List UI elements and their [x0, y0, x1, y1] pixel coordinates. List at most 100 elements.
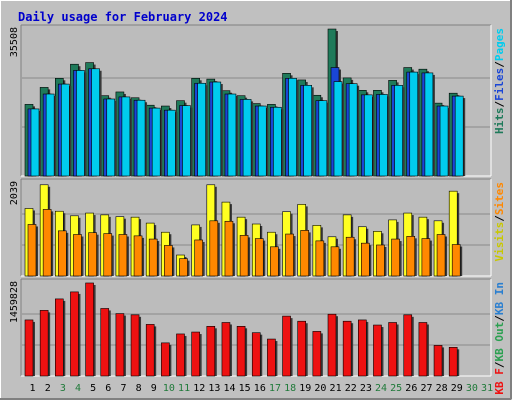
bar-kb-f-day-17: [267, 338, 276, 377]
x-tick-day-5: 5: [90, 383, 96, 394]
bar-pages-day-22: [348, 83, 358, 177]
x-tick-day-20: 20: [314, 383, 326, 394]
x-tick-day-16: 16: [254, 383, 266, 394]
bar-pages-day-10: [167, 109, 176, 177]
bar-pages-day-1: [30, 108, 40, 177]
legend-hits: Hits/Files/Pages: [493, 28, 506, 134]
legend-kb-f: KB F/KB Out/KB In: [493, 282, 506, 395]
x-tick-day-11: 11: [178, 383, 190, 394]
bar-sites-day-15: [239, 235, 249, 277]
x-tick-day-12: 12: [193, 383, 205, 394]
x-tick-day-23: 23: [360, 383, 372, 394]
bar-kb-f-day-25: [388, 322, 397, 377]
x-tick-day-7: 7: [120, 383, 126, 394]
legend-item-hits-3: /: [493, 61, 506, 68]
x-tick-day-17: 17: [269, 383, 281, 394]
bar-pages-day-12: [197, 82, 206, 177]
bar-kb-f-day-9: [145, 324, 155, 377]
bar-sites-day-21: [330, 246, 340, 277]
bars: [24, 28, 466, 377]
bar-sites-day-5: [88, 232, 97, 277]
bar-sites-day-22: [345, 236, 355, 277]
bar-sites-day-20: [315, 240, 325, 277]
x-tick-day-3: 3: [60, 383, 66, 394]
x-tick-day-15: 15: [239, 383, 251, 394]
bar-pages-day-17: [273, 106, 282, 177]
bar-sites-day-16: [254, 238, 264, 277]
legend-item-hits-1: /: [493, 101, 506, 108]
bar-pages-day-26: [409, 71, 419, 177]
x-tick-day-2: 2: [45, 383, 51, 394]
legend-item-kb-f-2: KB Out: [493, 322, 506, 362]
x-tick-day-13: 13: [208, 383, 220, 394]
bar-kb-f-day-3: [54, 298, 64, 377]
x-tick-day-30: 30: [466, 383, 478, 394]
bar-sites-day-2: [42, 209, 52, 277]
bar-kb-f-day-24: [373, 324, 382, 377]
legend-item-visits-2: Sites: [493, 182, 506, 215]
bar-kb-f-day-29: [448, 347, 458, 377]
bar-sites-day-17: [270, 246, 279, 277]
x-tick-day-9: 9: [151, 383, 157, 394]
bar-sites-day-11: [179, 258, 188, 277]
bar-sites-day-3: [57, 230, 67, 277]
bar-pages-day-4: [76, 70, 85, 177]
x-tick-day-24: 24: [375, 383, 387, 394]
bar-sites-day-10: [164, 245, 173, 277]
axis-labels: 35508Hits/Files/Pages2039Visits/Sites145…: [9, 27, 506, 395]
legend-item-kb-f-4: KB In: [493, 282, 506, 315]
bar-pages-day-18: [288, 77, 297, 177]
bar-pages-day-9: [151, 107, 161, 177]
bar-kb-f-day-19: [297, 320, 307, 377]
x-tick-day-14: 14: [224, 383, 236, 394]
bar-pages-day-5: [91, 68, 100, 177]
bar-pages-day-16: [257, 105, 267, 177]
bar-sites-day-29: [451, 244, 461, 277]
y-max-label-visits: 2039: [9, 181, 20, 205]
bar-sites-day-4: [73, 234, 82, 277]
bar-pages-day-21: [333, 81, 343, 177]
bar-kb-f-day-16: [251, 332, 261, 377]
bar-sites-day-12: [194, 239, 203, 277]
x-tick-day-31: 31: [481, 383, 493, 394]
bar-pages-day-19: [303, 85, 313, 177]
bar-pages-day-11: [182, 105, 191, 177]
x-tick-day-4: 4: [75, 383, 81, 394]
x-tick-day-19: 19: [299, 383, 311, 394]
bar-kb-f-day-6: [100, 308, 110, 377]
bar-sites-day-14: [224, 220, 234, 277]
bar-pages-day-6: [106, 98, 116, 177]
bar-pages-day-29: [454, 95, 464, 177]
legend-visits: Visits/Sites: [493, 182, 506, 262]
legend-item-hits-0: Hits: [493, 108, 506, 135]
bar-kb-f-day-7: [115, 313, 125, 377]
bar-sites-day-28: [436, 234, 446, 277]
bar-pages-day-27: [424, 72, 434, 177]
bar-kb-f-day-4: [70, 291, 79, 377]
legend-item-kb-f-3: /: [493, 315, 506, 322]
x-tick-day-29: 29: [451, 383, 463, 394]
y-max-label-hits: 35508: [9, 27, 20, 57]
y-max-label-kb-f: 1459828: [9, 281, 20, 323]
legend-item-visits-1: /: [493, 215, 506, 222]
bar-kb-f-day-18: [282, 315, 291, 377]
x-tick-day-21: 21: [330, 383, 342, 394]
bar-sites-day-23: [360, 242, 370, 277]
bar-sites-day-19: [300, 230, 310, 277]
x-tick-day-28: 28: [436, 383, 448, 394]
bar-pages-day-8: [136, 99, 146, 177]
bar-pages-day-23: [363, 94, 373, 177]
x-tick-day-26: 26: [405, 383, 417, 394]
legend-item-hits-2: Files: [493, 68, 506, 101]
bar-sites-day-9: [148, 238, 158, 277]
chart-title: Daily usage for February 2024: [18, 10, 228, 24]
x-tick-day-1: 1: [30, 383, 36, 394]
bar-kb-f-day-26: [403, 314, 413, 377]
bar-kb-f-day-11: [176, 333, 185, 377]
x-tick-day-22: 22: [345, 383, 357, 394]
bar-pages-day-15: [242, 99, 252, 177]
bar-sites-day-27: [421, 238, 431, 277]
bar-kb-f-day-2: [39, 310, 49, 377]
bar-kb-f-day-22: [342, 320, 352, 377]
